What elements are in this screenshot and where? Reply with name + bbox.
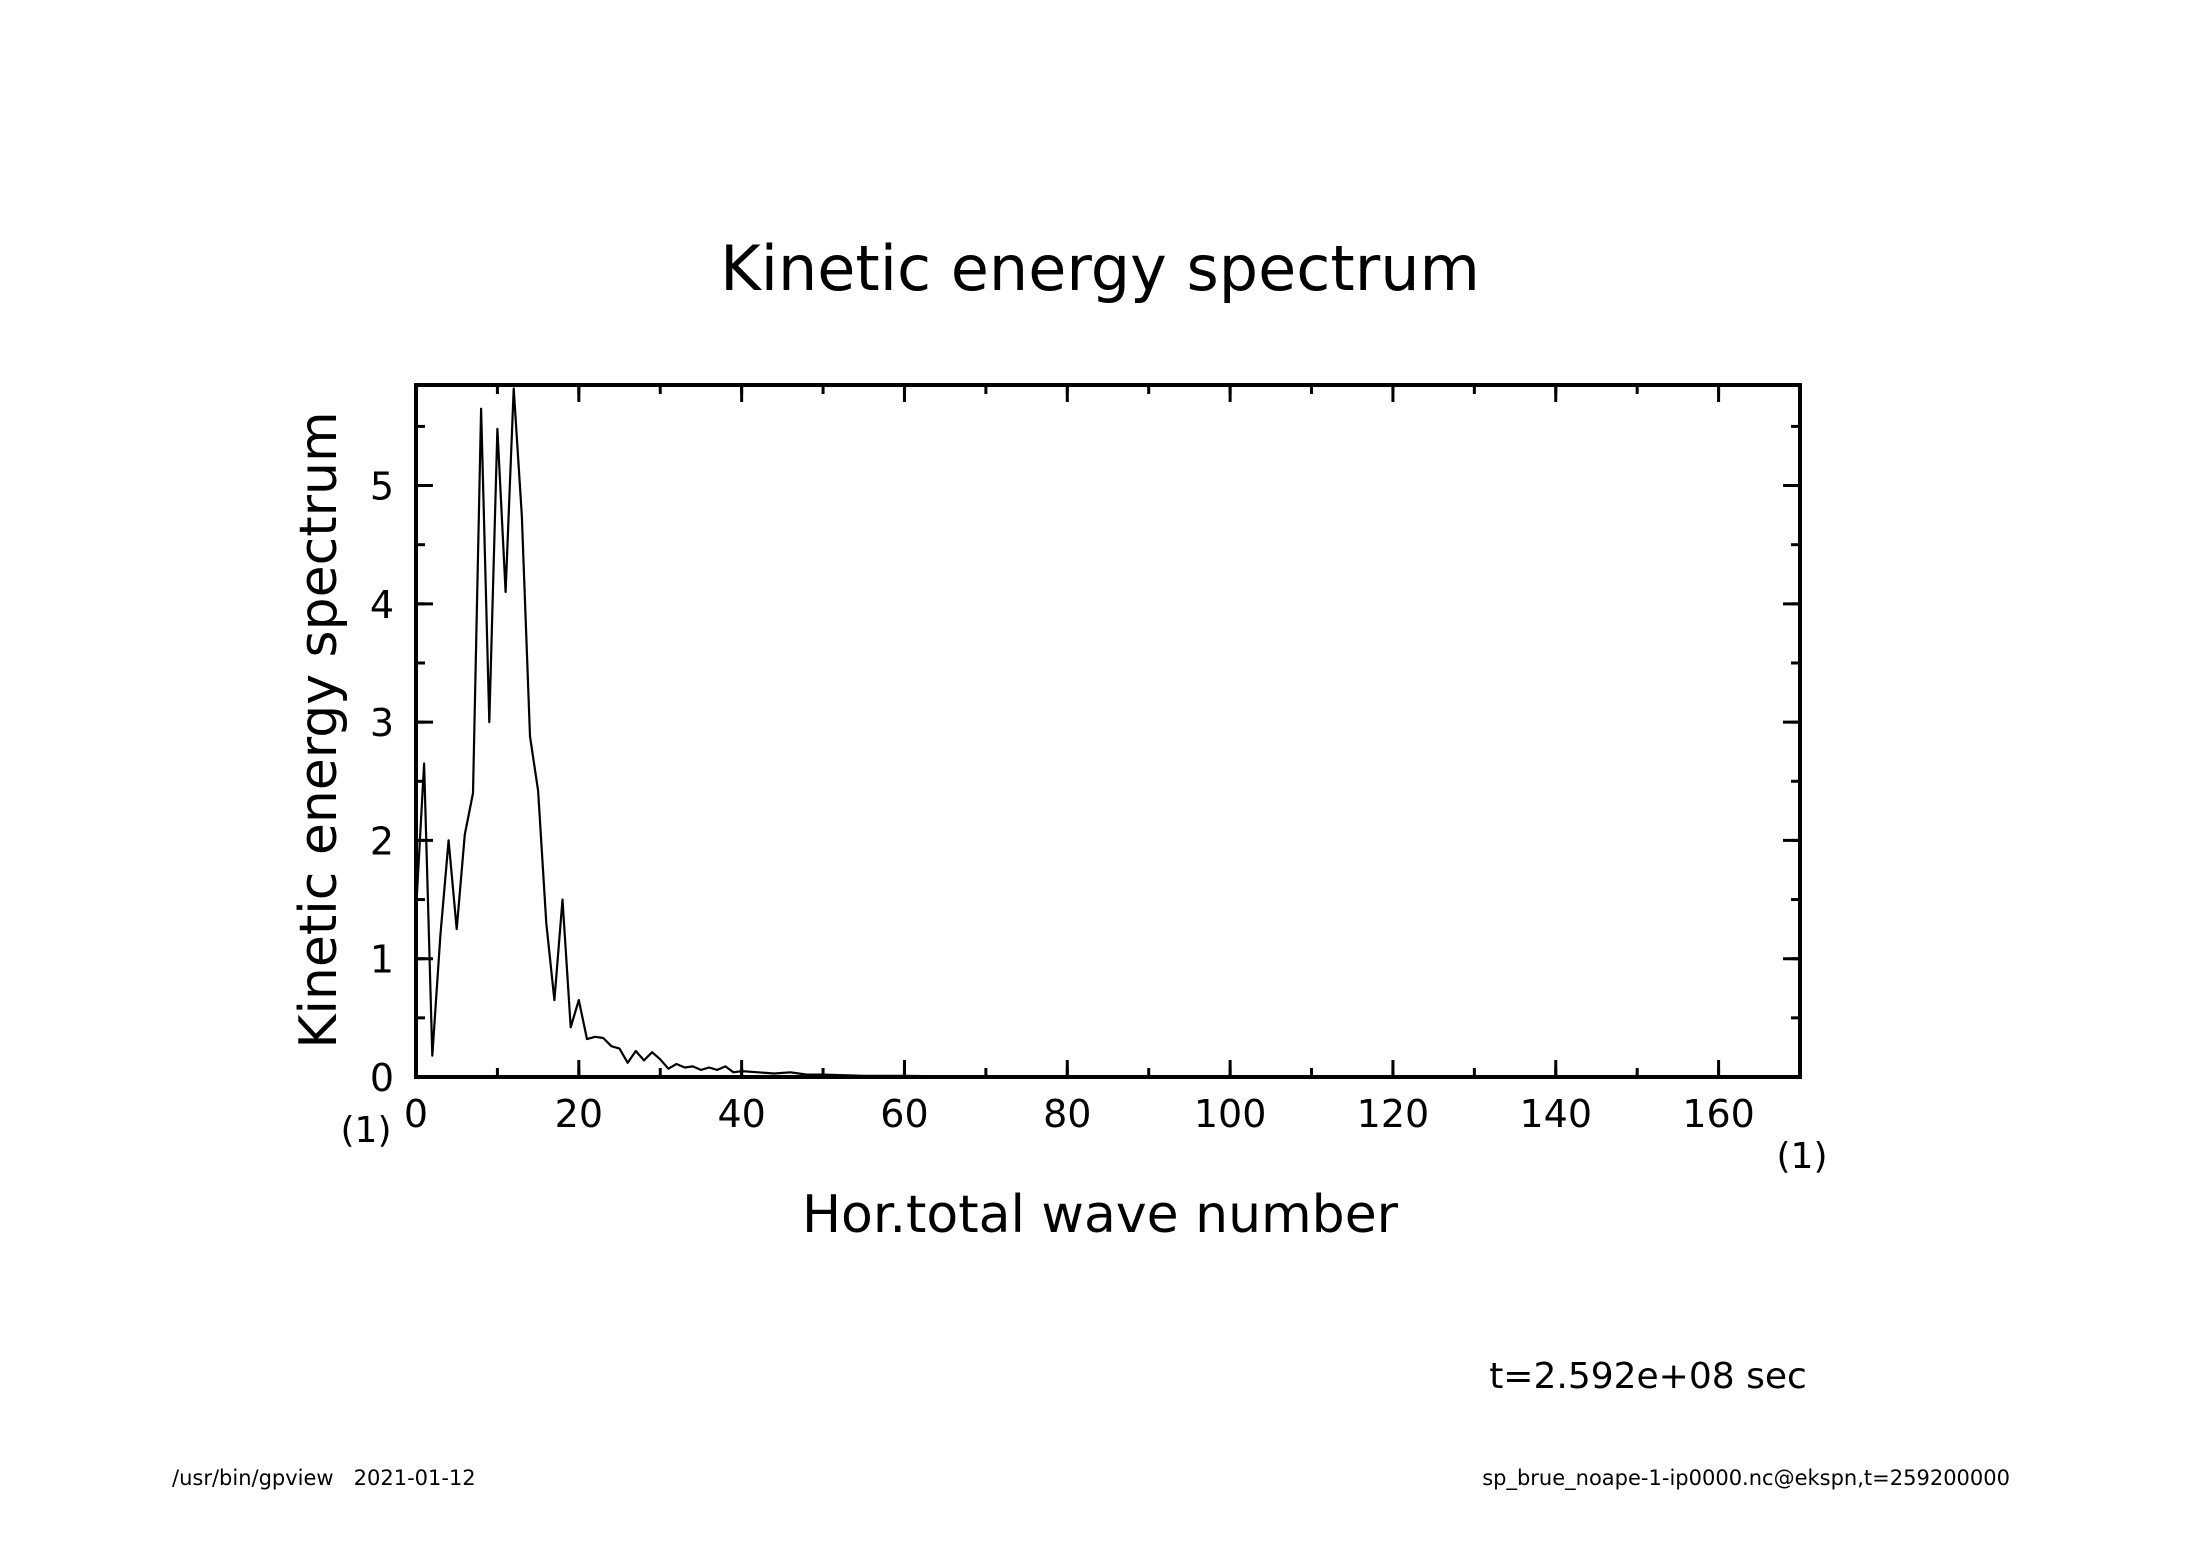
y-tick-label: 2 [370, 819, 394, 863]
axis-tick-labels: 0 20 40 60 80 100 120 140 160 0 1 2 3 4 5 [370, 465, 1755, 1136]
footer-source-file: sp_brue_noape-1-ip0000.nc@ekspn,t=259200… [1482, 1466, 2010, 1491]
x-tick-label: 160 [1682, 1092, 1755, 1136]
time-annotation: t=2.592e+08 sec [1489, 1356, 1807, 1397]
x-tick-label: 40 [717, 1092, 765, 1136]
y-unit-label: (1) [341, 1110, 392, 1151]
x-tick-label: 0 [404, 1092, 428, 1136]
footer-program-date: /usr/bin/gpview 2021-01-12 [172, 1466, 476, 1490]
x-tick-label: 140 [1519, 1092, 1592, 1136]
x-tick-label: 20 [555, 1092, 603, 1136]
y-tick-label: 5 [370, 465, 394, 509]
x-tick-label: 120 [1357, 1092, 1430, 1136]
plot-frame [414, 383, 1802, 1079]
x-tick-label: 80 [1043, 1092, 1091, 1136]
x-tick-label: 60 [880, 1092, 928, 1136]
y-axis-label: Kinetic energy spectrum [289, 411, 349, 1048]
y-tick-label: 0 [370, 1056, 394, 1100]
y-tick-label: 3 [370, 701, 394, 745]
y-tick-label: 4 [370, 583, 394, 627]
x-tick-label: 100 [1194, 1092, 1267, 1136]
x-axis-label: Hor.total wave number [802, 1185, 1399, 1245]
y-tick-label: 1 [370, 938, 394, 982]
chart-title: Kinetic energy spectrum [720, 232, 1480, 305]
x-unit-label: (1) [1777, 1136, 1828, 1177]
